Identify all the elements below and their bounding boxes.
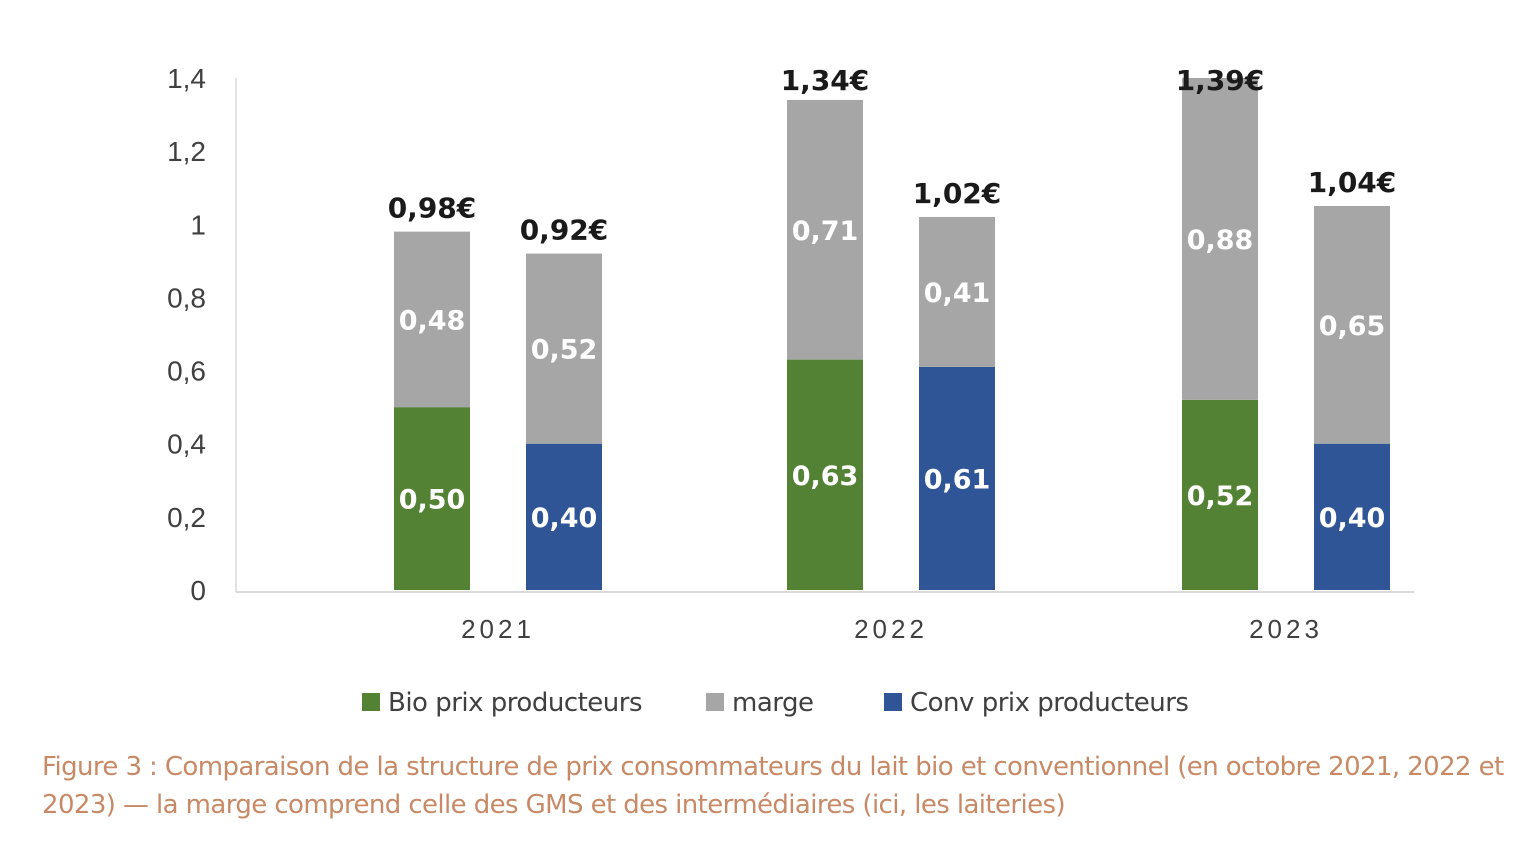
y-tick-label: 1: [190, 209, 206, 240]
legend-label-conv: Conv prix producteurs: [910, 688, 1188, 718]
bar-producer-conv-2021: [526, 443, 602, 590]
bars-layer: 0,50 0,48 0,98€ 0,40 0,52 0,92€ 0,63 0,71 1,34€ 0…: [388, 64, 1397, 590]
bar-producer-bio-2021: [394, 407, 470, 590]
data-label-total: 0,92€: [520, 214, 609, 247]
y-tick-label: 0: [190, 575, 206, 606]
legend: Bio prix producteurs marge Conv prix produ…: [362, 688, 1189, 718]
x-axis-ticks: 2021 2022 2023: [461, 614, 1323, 644]
x-tick-label: 2021: [461, 614, 535, 644]
y-tick-label: 0,4: [167, 429, 206, 460]
data-label-margin: 0,48: [399, 305, 466, 336]
data-label-margin: 0,41: [924, 278, 991, 309]
bar-producer-conv-2023: [1314, 443, 1390, 590]
legend-label-marge: marge: [732, 688, 814, 718]
data-label-producer: 0,52: [1187, 481, 1254, 512]
data-label-producer: 0,40: [531, 503, 598, 534]
data-label-total: 0,98€: [388, 192, 477, 225]
y-tick-label: 0,8: [167, 282, 206, 313]
data-label-total: 1,02€: [913, 177, 1002, 210]
data-label-producer: 0,61: [924, 464, 991, 495]
legend-swatch-marge: [706, 693, 724, 711]
x-tick-label: 2023: [1249, 614, 1323, 644]
data-label-margin: 0,65: [1319, 311, 1386, 342]
data-label-margin: 0,52: [531, 335, 598, 366]
bar-margin-conv-2021: [526, 253, 602, 444]
y-tick-label: 1,2: [167, 136, 206, 167]
bar-margin-conv-2022: [919, 216, 995, 367]
bar-margin-bio-2023: [1182, 78, 1258, 400]
legend-swatch-bio: [362, 693, 380, 711]
bar-producer-bio-2022: [787, 359, 863, 590]
y-tick-label: 0,2: [167, 502, 206, 533]
figure-caption: Figure 3 : Comparaison de la structure d…: [42, 752, 1504, 820]
y-tick-label: 0,6: [167, 356, 206, 387]
y-tick-label: 1,4: [167, 63, 206, 94]
legend-swatch-conv: [884, 693, 902, 711]
bar-producer-conv-2022: [919, 366, 995, 590]
y-axis-ticks: 0 0,2 0,4 0,6 0,8 1 1,2 1,4: [167, 63, 206, 606]
bar-margin-bio-2022: [787, 99, 863, 360]
data-label-producer: 0,40: [1319, 503, 1386, 534]
legend-label-bio: Bio prix producteurs: [388, 688, 642, 718]
bar-margin-bio-2021: [394, 231, 470, 408]
data-label-producer: 0,50: [399, 485, 466, 516]
data-label-producer: 0,63: [792, 461, 859, 492]
data-label-margin: 0,71: [792, 216, 859, 247]
x-tick-label: 2022: [854, 614, 928, 644]
data-label-total: 1,39€: [1176, 64, 1265, 97]
bar-producer-bio-2023: [1182, 399, 1258, 590]
data-label-total: 1,34€: [781, 64, 870, 97]
bar-margin-conv-2023: [1314, 206, 1390, 444]
data-label-margin: 0,88: [1187, 225, 1254, 256]
data-label-total: 1,04€: [1308, 166, 1397, 199]
